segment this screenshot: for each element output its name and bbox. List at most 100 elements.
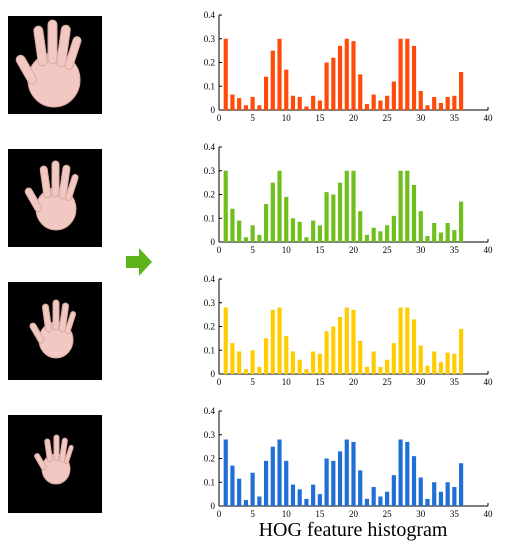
bar	[237, 98, 242, 110]
bar	[378, 496, 383, 506]
bar	[230, 94, 235, 110]
bar	[391, 343, 396, 374]
x-tick-label: 20	[349, 509, 359, 519]
bar	[432, 482, 437, 506]
bar	[418, 477, 423, 506]
bar	[223, 170, 228, 242]
bar	[358, 211, 363, 242]
bar	[270, 50, 275, 110]
bar	[284, 460, 289, 506]
bar	[452, 487, 457, 506]
bar	[411, 185, 417, 242]
bar	[250, 96, 255, 110]
x-tick-label: 5	[250, 113, 255, 123]
bar	[317, 494, 322, 506]
bar	[317, 353, 322, 374]
x-tick-label: 0	[217, 245, 222, 255]
bar	[237, 478, 242, 506]
bar	[317, 100, 322, 110]
bar	[230, 343, 235, 374]
bar	[331, 194, 336, 242]
y-tick-label: 0.1	[204, 213, 215, 223]
hog-histogram-2: 0 0.1 0.2 0.3 0.4 0 5 10 15 20 25 30 35 40	[204, 142, 493, 255]
bar	[297, 359, 302, 374]
hand-icon	[29, 299, 77, 359]
bar	[230, 208, 235, 242]
bar	[243, 105, 248, 110]
x-tick-label: 15	[315, 245, 325, 255]
hog-histogram-1: 0 0.1 0.2 0.3 0.4 0 5 10 15 20 25 30 35 40	[204, 10, 493, 123]
bar	[418, 345, 423, 374]
bar	[223, 439, 228, 506]
right-arrow-icon	[126, 248, 152, 276]
bar	[290, 351, 296, 374]
bar	[452, 230, 457, 242]
bar	[331, 326, 336, 374]
bar	[324, 192, 329, 242]
bar	[445, 482, 450, 506]
bar	[358, 340, 363, 374]
bar	[445, 96, 450, 110]
bar	[344, 307, 349, 374]
x-tick-label: 40	[484, 377, 494, 387]
bar	[411, 45, 417, 110]
hog-histogram-3: 0 0.1 0.2 0.3 0.4 0 5 10 15 20 25 30 35 40	[204, 274, 493, 387]
y-tick-label: 0.1	[204, 477, 215, 487]
caption: HOG feature histogram	[258, 519, 448, 541]
bar	[304, 369, 309, 374]
bar	[230, 465, 235, 506]
x-tick-label: 5	[250, 245, 255, 255]
bar	[290, 95, 296, 110]
hog-charts: 00.10.20.30.40 5 10 15 20 25 30 35 4000.10.20.30…	[204, 10, 493, 519]
bar	[237, 351, 242, 374]
x-tick-label: 10	[282, 113, 292, 123]
hog-histogram-4: 0 0.1 0.2 0.3 0.4 0 5 10 15 20 25 30 35 40	[204, 406, 493, 519]
y-tick-label: 0.4	[204, 10, 216, 20]
y-tick-label: 0	[211, 369, 216, 379]
y-tick-label: 0.3	[204, 34, 216, 44]
x-tick-label: 0	[217, 377, 222, 387]
x-tick-label: 30	[416, 245, 426, 255]
x-tick-label: 40	[484, 245, 494, 255]
bar	[425, 105, 430, 110]
bar	[311, 351, 316, 374]
x-tick-label: 35	[450, 245, 460, 255]
bar	[438, 362, 444, 374]
bar	[378, 366, 383, 374]
bar	[398, 38, 403, 110]
bar	[277, 307, 282, 374]
bar	[391, 475, 396, 506]
bar	[438, 491, 444, 506]
bar	[304, 106, 309, 110]
bar	[385, 359, 390, 374]
bar	[425, 498, 430, 506]
bar	[243, 500, 248, 506]
y-tick-label: 0.2	[204, 58, 215, 68]
bar	[237, 220, 242, 242]
bar	[284, 69, 289, 110]
bar	[371, 227, 376, 242]
bar	[391, 215, 396, 242]
bar	[371, 487, 376, 506]
bar	[438, 102, 444, 110]
bar	[331, 57, 336, 110]
bar	[297, 221, 302, 242]
y-tick-label: 0.2	[204, 190, 215, 200]
bar	[311, 484, 316, 506]
bar	[364, 366, 370, 374]
bar	[364, 234, 370, 242]
bar	[304, 498, 309, 506]
hand-icon	[15, 19, 82, 108]
y-tick-label: 0.1	[204, 81, 215, 91]
x-tick-label: 20	[349, 113, 359, 123]
bar	[324, 331, 329, 374]
x-tick-label: 10	[282, 509, 292, 519]
hand-icon	[34, 434, 74, 485]
bar	[337, 182, 343, 242]
bar	[351, 170, 356, 242]
bar	[405, 38, 410, 110]
x-tick-label: 0	[217, 509, 222, 519]
bar	[351, 41, 356, 110]
bar	[405, 307, 410, 374]
x-tick-label: 10	[282, 377, 292, 387]
